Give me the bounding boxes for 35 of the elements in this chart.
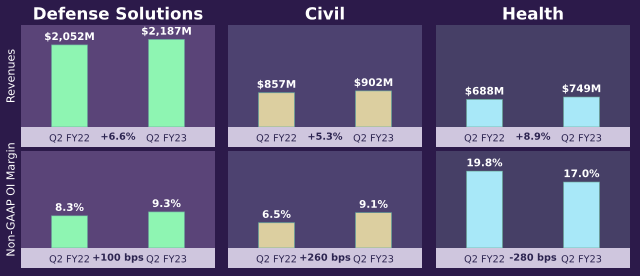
data-label: $749M bbox=[562, 84, 600, 94]
x-tick-label: Q2 FY22 bbox=[464, 255, 504, 264]
text: +8.9% bbox=[516, 132, 550, 140]
text: +100 bps bbox=[93, 253, 144, 263]
x-tick-label: Q2 FY23 bbox=[354, 255, 394, 264]
chart-title: Civil bbox=[306, 6, 344, 20]
y-axis-title: Revenues bbox=[6, 49, 15, 102]
chart-title: Defense Solutions bbox=[34, 6, 202, 20]
x-tick-label: Q2 FY22 bbox=[50, 255, 89, 264]
x-tick-label: Q2 FY23 bbox=[146, 255, 186, 264]
data-label: $2,187M bbox=[142, 26, 191, 36]
x-tick-label: Q2 FY23 bbox=[562, 134, 602, 143]
x-tick-label: Q2 FY22 bbox=[256, 134, 296, 143]
data-label: 17.0% bbox=[564, 169, 600, 178]
x-tick-label: Q2 FY23 bbox=[562, 255, 602, 264]
x-tick-label: Q2 FY23 bbox=[354, 134, 394, 143]
data-label: $902M bbox=[354, 78, 392, 88]
data-label: 19.8% bbox=[468, 158, 502, 166]
data-label: $857M bbox=[258, 80, 296, 90]
x-tick-label: Q2 FY23 bbox=[146, 134, 186, 143]
data-label: $688M bbox=[466, 86, 504, 96]
x-tick-label: Q2 FY22 bbox=[256, 255, 296, 264]
data-label: 9.3% bbox=[152, 199, 181, 208]
text: +6.6% bbox=[101, 132, 136, 140]
data-label: 8.3% bbox=[56, 203, 84, 211]
text: +260 bps bbox=[300, 253, 350, 263]
data-label: 9.1% bbox=[360, 200, 388, 208]
x-tick-label: Q2 FY22 bbox=[464, 134, 504, 143]
data-label: 6.5% bbox=[262, 210, 291, 218]
text: -280 bps bbox=[510, 253, 556, 263]
chart-title: Health bbox=[504, 6, 563, 20]
x-tick-label: Q2 FY22 bbox=[50, 134, 89, 143]
text: +5.3% bbox=[308, 132, 342, 140]
data-label: $2,052M bbox=[45, 32, 94, 42]
y-axis-title: Non-GAAP OI Margin bbox=[6, 143, 17, 256]
